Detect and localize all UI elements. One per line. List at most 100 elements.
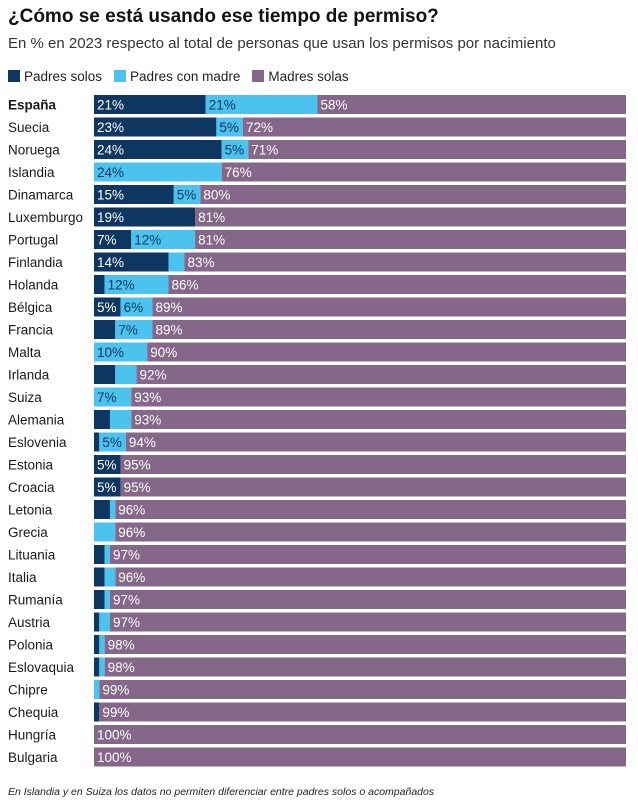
data-label-eslovenia-madres-solas: 94% — [129, 435, 156, 450]
category-label-lituania: Lituania — [8, 548, 56, 563]
category-label-luxemburgo: Luxemburgo — [8, 210, 83, 225]
bar-austria-padres-solos — [94, 612, 100, 632]
bar-alemania-padres-solos — [94, 410, 110, 429]
data-label-suiza-madres-solas: 93% — [134, 390, 161, 405]
data-label-espana-madres-solas: 58% — [320, 98, 347, 113]
bar-belgica-padres-solos — [94, 297, 121, 317]
bar-italia-madres-solas — [115, 567, 626, 587]
bar-bulgaria-madres-solas — [94, 747, 626, 767]
data-label-francia-madres-solas: 89% — [156, 323, 183, 338]
category-label-italia: Italia — [8, 570, 37, 585]
category-label-rumania: Rumanía — [8, 593, 63, 608]
bar-suecia-padres-con-madre — [216, 117, 243, 137]
bar-noruega-madres-solas — [248, 140, 626, 159]
category-label-belgica: Bélgica — [8, 300, 53, 315]
bar-holanda-padres-solos — [94, 275, 105, 294]
data-label-polonia-madres-solas: 98% — [108, 638, 135, 653]
category-label-dinamarca: Dinamarca — [8, 188, 74, 203]
legend-item-madres-solas: Madres solas — [252, 68, 349, 84]
bar-eslovaquia-padres-con-madre — [99, 657, 105, 677]
bar-polonia-madres-solas — [104, 635, 626, 654]
data-label-italia-madres-solas: 96% — [118, 570, 145, 585]
bar-francia-padres-solos — [94, 320, 116, 339]
chart-subtitle: En % en 2023 respecto al total de person… — [8, 35, 556, 52]
bar-eslovenia-padres-con-madre — [99, 432, 126, 452]
bar-suecia-madres-solas — [242, 117, 626, 137]
bar-polonia-padres-con-madre — [99, 635, 105, 654]
bar-noruega-padres-solos — [94, 140, 222, 159]
bar-malta-madres-solas — [147, 342, 626, 362]
category-label-portugal: Portugal — [8, 233, 58, 248]
bar-rumania-padres-con-madre — [104, 590, 110, 609]
category-label-chequia: Chequia — [8, 705, 59, 720]
data-label-portugal-padres-solos: 7% — [97, 233, 117, 248]
data-label-chipre-madres-solas: 99% — [102, 683, 129, 698]
bar-irlanda-padres-solos — [94, 365, 116, 384]
category-label-suecia: Suecia — [8, 120, 50, 135]
bar-grecia-madres-solas — [115, 522, 626, 542]
category-label-islandia: Islandia — [8, 165, 55, 180]
category-label-noruega: Noruega — [8, 143, 60, 158]
data-label-luxemburgo-madres-solas: 81% — [198, 210, 225, 225]
data-label-croacia-madres-solas: 95% — [124, 480, 151, 495]
bar-chequia-padres-solos — [94, 702, 100, 722]
category-label-grecia: Grecia — [8, 525, 48, 540]
legend-swatch-padres-con-madre — [114, 70, 127, 82]
data-label-belgica-madres-solas: 89% — [156, 300, 183, 315]
category-label-eslovenia: Eslovenia — [8, 435, 67, 450]
bar-letonia-madres-solas — [115, 500, 626, 519]
bar-espana-padres-solos — [94, 95, 206, 114]
bar-polonia-padres-solos — [94, 635, 100, 654]
category-label-finlandia: Finlandia — [8, 255, 63, 270]
data-label-suecia-madres-solas: 72% — [246, 120, 273, 135]
bar-suiza-padres-con-madre — [94, 387, 132, 407]
stacked-bar-chart: España 21% 21% 58%Suecia 23% 5% 72%Noruega 24% 5… — [8, 95, 627, 767]
bar-lituania-madres-solas — [109, 545, 626, 564]
bar-alemania-madres-solas — [131, 410, 627, 429]
category-label-austria: Austria — [8, 615, 51, 630]
data-label-letonia-madres-solas: 96% — [118, 503, 145, 518]
bar-holanda-padres-con-madre — [104, 275, 169, 294]
bar-chipre-madres-solas — [99, 680, 626, 699]
data-label-suecia-padres-solos: 23% — [97, 120, 124, 135]
data-label-portugal-madres-solas: 81% — [198, 233, 225, 248]
legend-label-madres-solas: Madres solas — [268, 68, 349, 84]
data-label-dinamarca-padres-solos: 15% — [97, 188, 124, 203]
bar-croacia-padres-solos — [94, 477, 121, 497]
bar-chipre-padres-con-madre — [94, 680, 100, 699]
bar-austria-padres-con-madre — [99, 612, 110, 632]
bar-luxemburgo-padres-solos — [94, 207, 196, 227]
bar-islandia-padres-con-madre — [94, 162, 222, 182]
bar-luxemburgo-madres-solas — [195, 207, 626, 227]
data-label-alemania-madres-solas: 93% — [134, 413, 161, 428]
data-label-islandia-madres-solas: 76% — [225, 165, 252, 180]
bar-austria-madres-solas — [109, 612, 626, 632]
data-label-luxemburgo-padres-solos: 19% — [97, 210, 124, 225]
data-label-chequia-madres-solas: 99% — [102, 705, 129, 720]
legend-label-padres-con-madre: Padres con madre — [130, 68, 241, 84]
bar-lituania-padres-solos — [94, 545, 105, 564]
bar-finlandia-padres-solos — [94, 252, 169, 272]
chart-title: ¿Cómo se está usando ese tiempo de permi… — [8, 6, 439, 27]
bar-islandia-madres-solas — [221, 162, 626, 182]
legend-item-padres-solos: Padres solos — [8, 69, 102, 84]
category-label-eslovaquia: Eslovaquia — [8, 660, 75, 675]
bar-lituania-padres-con-madre — [104, 545, 110, 564]
bar-holanda-madres-solas — [168, 275, 627, 294]
data-label-irlanda-madres-solas: 92% — [140, 368, 167, 383]
data-label-holanda-padres-con-madre: 12% — [108, 278, 135, 293]
bar-espana-madres-solas — [317, 95, 626, 114]
bar-espana-padres-con-madre — [205, 95, 318, 114]
data-label-austria-madres-solas: 97% — [113, 615, 140, 630]
data-label-grecia-madres-solas: 96% — [118, 525, 145, 540]
bar-portugal-padres-solos — [94, 230, 132, 249]
data-label-espana-padres-solos: 21% — [97, 98, 124, 113]
data-label-noruega-padres-con-madre: 5% — [225, 143, 245, 158]
bar-irlanda-padres-con-madre — [115, 365, 137, 384]
bar-rumania-padres-solos — [94, 590, 105, 609]
legend-label-padres-solos: Padres solos — [24, 68, 103, 84]
legend-item-padres-con-madre: Padres con madre — [114, 69, 240, 84]
data-label-espana-padres-con-madre: 21% — [209, 98, 236, 113]
bar-portugal-madres-solas — [195, 230, 626, 249]
data-label-finlandia-padres-solos: 14% — [97, 255, 124, 270]
